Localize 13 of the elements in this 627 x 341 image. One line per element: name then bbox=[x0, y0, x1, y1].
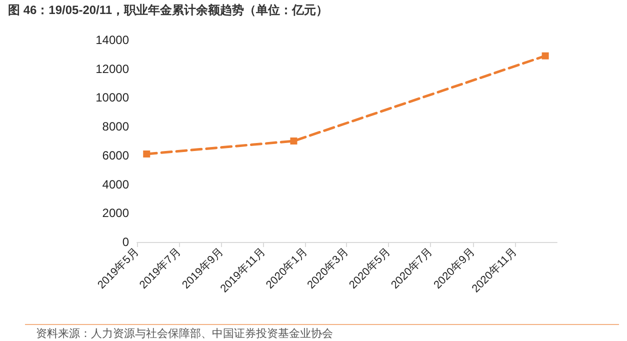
y-tick-label: 10000 bbox=[96, 90, 130, 105]
y-tick-label: 6000 bbox=[102, 148, 130, 162]
y-tick-label: 8000 bbox=[102, 120, 130, 134]
y-tick-label: 4000 bbox=[102, 177, 130, 192]
chart-title: 图 46：19/05-20/11，职业年金累计余额趋势（单位：亿元） bbox=[8, 2, 328, 19]
point bbox=[290, 138, 298, 144]
y-tick-label: 2000 bbox=[102, 206, 130, 220]
point bbox=[143, 150, 150, 158]
y-tick-label: 0 bbox=[122, 235, 130, 249]
y-tick-label: 14000 bbox=[96, 33, 130, 47]
point bbox=[542, 52, 549, 60]
text: 资料来源：人力资源与社会保障部、中国证券投资基金业协会 bbox=[36, 326, 333, 341]
y-tick-label: 12000 bbox=[96, 62, 130, 76]
